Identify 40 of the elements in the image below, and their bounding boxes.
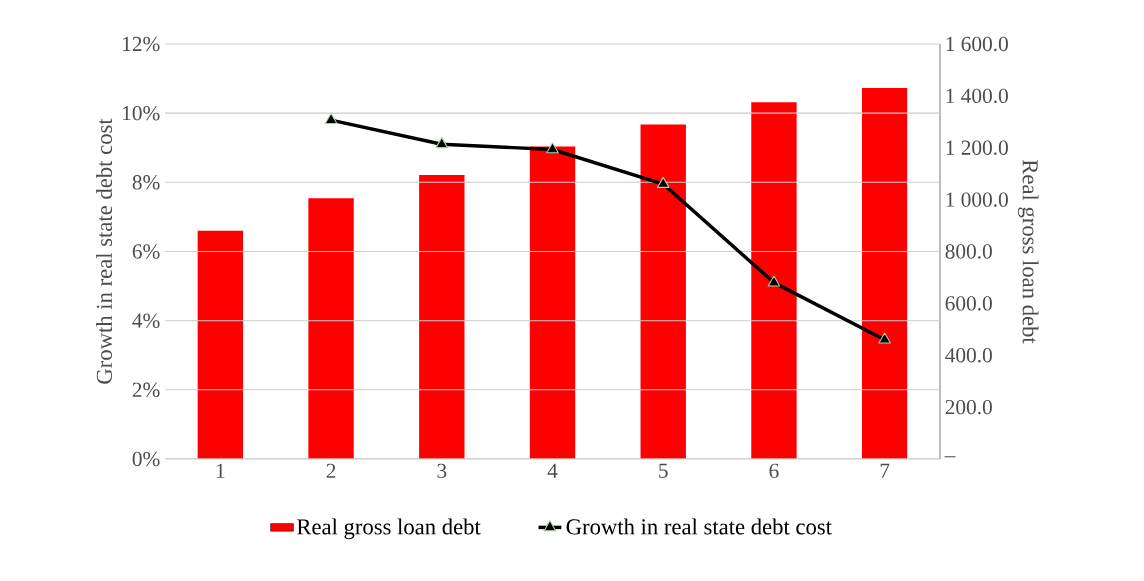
x-tick-label: 1 <box>216 463 225 478</box>
y-tick-label: 8% <box>132 175 160 190</box>
y2-tick-label: 800.0 <box>945 244 992 259</box>
x-tick-label: 7 <box>880 463 890 478</box>
y2-tick-label: 200.0 <box>945 399 992 415</box>
point <box>324 112 338 124</box>
y2-tick-label: 1 200.0 <box>946 140 1008 155</box>
x-tick-label: 4 <box>547 463 558 478</box>
y-tick-label: 2% <box>132 382 160 398</box>
y-tick-label: 0% <box>132 451 160 467</box>
y-axis-title: Growth in real state debt cost <box>96 118 113 384</box>
y2-tick-label: 1 000.0 <box>946 192 1008 207</box>
x-tick-label: 6 <box>769 463 779 479</box>
y2-axis-title: Real gross loan debt <box>1017 159 1039 344</box>
legend-label: Real gross loan debt <box>297 518 481 540</box>
point <box>435 137 449 149</box>
y-tick-label: 6% <box>132 244 160 259</box>
bar <box>197 230 244 459</box>
point <box>878 332 891 344</box>
bar <box>861 88 908 459</box>
y2-tick-label: 1 400.0 <box>946 88 1008 104</box>
y2-tick-label: – <box>944 456 956 458</box>
bar <box>308 198 354 459</box>
point <box>656 176 670 188</box>
bar <box>751 102 797 459</box>
y-tick-label: 10% <box>123 105 160 121</box>
y2-tick-label: 600.0 <box>945 296 992 311</box>
bar <box>640 124 686 459</box>
y-tick-label: 4% <box>132 313 160 328</box>
y2-tick-label: 1 600.0 <box>946 36 1008 52</box>
x-tick-label: 3 <box>437 463 447 479</box>
point <box>546 142 559 154</box>
x-tick-label: 5 <box>659 463 668 478</box>
point <box>767 275 781 287</box>
x-tick-label: 2 <box>326 463 336 478</box>
legend-label: Growth in real state debt cost <box>566 518 832 535</box>
bar <box>529 146 576 459</box>
y2-tick-label: 400.0 <box>945 348 992 363</box>
bar <box>419 174 465 459</box>
y-tick-label: 12% <box>123 36 160 52</box>
